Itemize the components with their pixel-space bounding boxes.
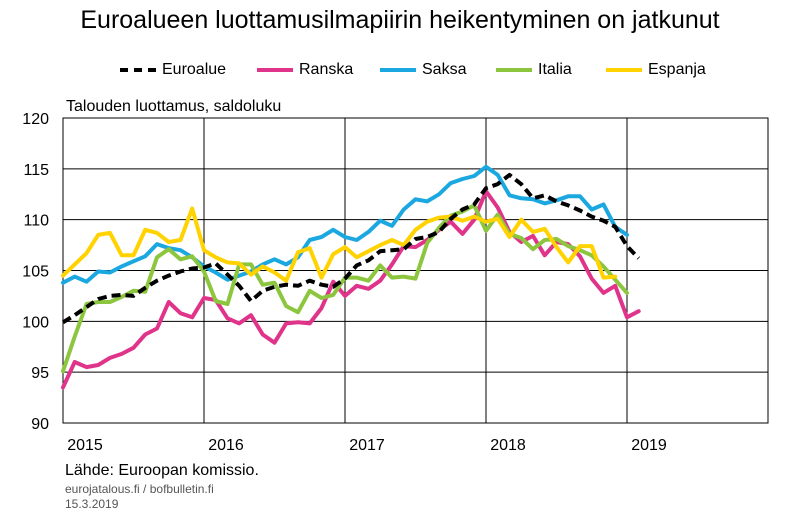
series-line-ranska bbox=[61, 189, 641, 390]
series-line-euroalue bbox=[61, 172, 641, 325]
series-line-espanja bbox=[61, 206, 618, 283]
y-tick-label: 95 bbox=[31, 365, 49, 382]
legend-swatch-espanja bbox=[606, 68, 642, 72]
y-tick-label: 90 bbox=[31, 416, 49, 433]
chart-legend: Euroalue Ranska Saksa Italia Espanja bbox=[110, 58, 720, 82]
legend-label-italia: Italia bbox=[538, 61, 572, 78]
series-line-saksa bbox=[61, 164, 629, 285]
legend-swatch-euroalue bbox=[120, 68, 156, 72]
y-tick-label: 105 bbox=[22, 264, 49, 281]
legend-label-saksa: Saksa bbox=[422, 61, 467, 78]
y-tick-label: 110 bbox=[23, 213, 49, 230]
x-tick-label: 2018 bbox=[490, 437, 526, 454]
credit-note: eurojatalous.fi / bofbulletin.fi bbox=[65, 482, 214, 496]
legend-label-espanja: Espanja bbox=[648, 61, 706, 78]
x-tick-label: 2016 bbox=[208, 437, 244, 454]
legend-item-saksa: Saksa bbox=[380, 58, 466, 82]
legend-item-italia: Italia bbox=[496, 58, 572, 82]
legend-item-espanja: Espanja bbox=[606, 58, 706, 82]
y-tick-label: 100 bbox=[22, 314, 49, 331]
legend-label-euroalue: Euroalue bbox=[162, 61, 227, 78]
publish-date: 15.3.2019 bbox=[65, 497, 119, 511]
legend-item-euroalue: Euroalue bbox=[120, 58, 226, 82]
legend-label-ranska: Ranska bbox=[299, 61, 354, 78]
x-tick-label: 2017 bbox=[349, 437, 385, 454]
y-tick-label: 120 bbox=[22, 111, 49, 128]
legend-swatch-ranska bbox=[257, 68, 293, 72]
chart-title: Euroalueen luottamusilmapiirin heikentym… bbox=[80, 6, 720, 34]
x-tick-label: 2019 bbox=[631, 437, 667, 454]
y-tick-label: 115 bbox=[23, 162, 49, 179]
legend-swatch-italia bbox=[496, 68, 532, 72]
y-axis-label: Talouden luottamus, saldoluku bbox=[66, 98, 282, 115]
legend-item-ranska: Ranska bbox=[257, 58, 353, 82]
source-note: Lähde: Euroopan komissio. bbox=[65, 462, 259, 479]
x-tick-label: 2015 bbox=[67, 437, 103, 454]
legend-swatch-saksa bbox=[380, 68, 416, 72]
